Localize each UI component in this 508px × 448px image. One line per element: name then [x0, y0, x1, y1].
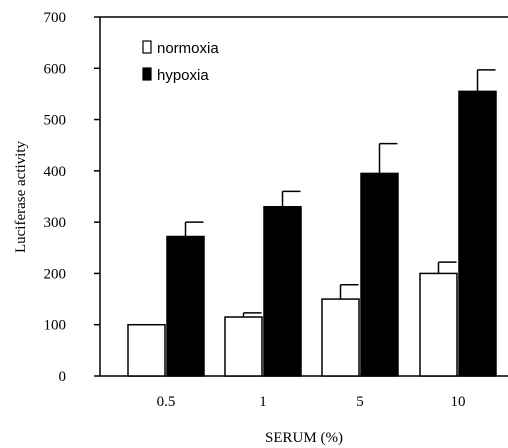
y-tick-label: 600 — [44, 61, 67, 77]
legend-swatch-hypoxia — [142, 67, 152, 81]
y-tick-label: 100 — [44, 318, 67, 334]
bar-normoxia — [419, 272, 458, 377]
bar-hypoxia — [360, 172, 399, 377]
legend-label-hypoxia: hypoxia — [157, 67, 209, 84]
bar-normoxia — [321, 298, 360, 377]
x-tick-label: 0.5 — [157, 394, 176, 410]
y-tick-label: 200 — [44, 266, 67, 282]
x-tick-label: 10 — [451, 394, 466, 410]
bar-hypoxia — [458, 90, 497, 377]
x-tick-label: 5 — [356, 394, 364, 410]
y-tick-label: 0 — [59, 369, 67, 385]
x-tick-label: 1 — [259, 394, 267, 410]
y-axis-title: Luciferase activity — [13, 140, 29, 253]
legend: normoxia hypoxia — [142, 40, 219, 84]
bar-hypoxia — [263, 206, 302, 377]
x-axis-ticks: 0.5 1 5 10 — [157, 394, 466, 410]
x-axis-title: SERUM (%) — [265, 430, 343, 446]
bar-normoxia — [224, 316, 263, 377]
legend-label-normoxia: normoxia — [157, 40, 219, 57]
y-tick-label: 300 — [44, 215, 67, 231]
bars — [127, 69, 497, 377]
bar-hypoxia — [166, 235, 205, 377]
y-tick-label: 700 — [44, 10, 67, 26]
y-axis-ticks: 0 100 200 300 400 500 600 700 — [44, 10, 100, 385]
y-tick-label: 500 — [44, 113, 67, 129]
bar-normoxia — [127, 323, 166, 377]
y-tick-label: 400 — [44, 164, 67, 180]
legend-swatch-normoxia — [142, 40, 152, 54]
